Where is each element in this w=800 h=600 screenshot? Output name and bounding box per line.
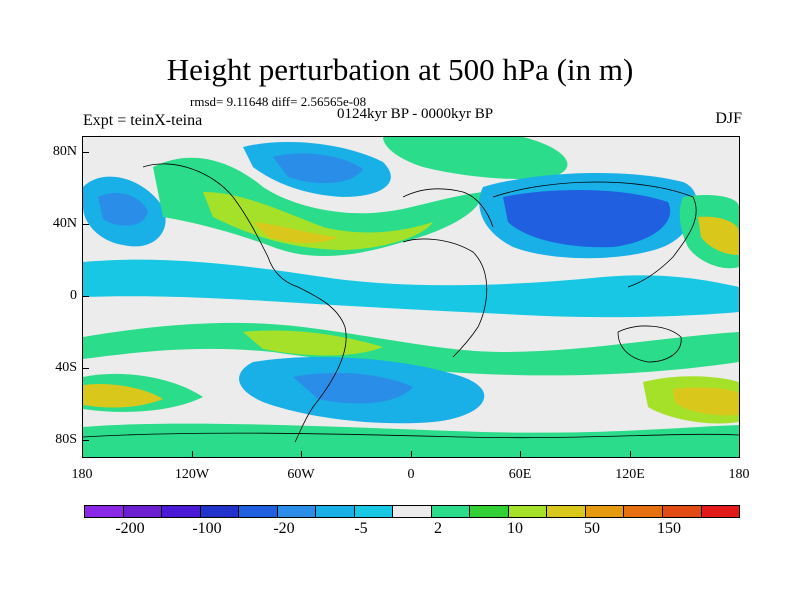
lat-tick: [82, 152, 89, 153]
field-patch: [253, 222, 338, 243]
stats-text: rmsd= 9.11648 diff= 2.56565e-08: [190, 94, 367, 109]
height-field-map: [83, 137, 739, 457]
colorbar-swatch-1: [123, 506, 163, 517]
lat-tick: [82, 224, 89, 225]
colorbar-swatch-5: [277, 506, 317, 517]
lon-label: 120E: [615, 467, 645, 482]
lat-label: 0: [70, 288, 77, 303]
colorbar-swatch-15: [662, 506, 702, 517]
colorbar-swatch-11: [508, 506, 548, 517]
colorbar-swatch-16: [701, 506, 740, 517]
colorbar-swatch-12: [547, 506, 586, 517]
colorbar-label: 150: [657, 520, 681, 537]
lat-label: 80S: [55, 432, 77, 447]
colorbar-label: -20: [273, 520, 295, 537]
field-patch: [203, 192, 433, 250]
coastline-australia: [617, 325, 682, 363]
coastlines: [83, 163, 739, 443]
experiment-label: Expt = teinX-teina: [83, 112, 203, 129]
coastline-north-america: [142, 163, 299, 288]
coastline-antarctica: [83, 432, 739, 439]
lon-label: 180: [728, 467, 750, 482]
field-patch: [383, 137, 568, 179]
coastline-africa: [402, 238, 488, 358]
field-patch: [98, 192, 148, 226]
period-text: 0124kyr BP - 0000kyr BP: [336, 106, 494, 122]
coastline-asia: [492, 181, 697, 288]
lat-tick: [82, 440, 89, 441]
colorbar-label: -200: [115, 520, 145, 537]
field-patch: [83, 383, 163, 408]
lon-tick: [411, 451, 412, 458]
colorbar-swatch-0: [85, 506, 124, 517]
lat-label: 40S: [55, 360, 77, 375]
colorbar-label: -100: [192, 520, 222, 537]
coastline-south-america: [294, 286, 347, 443]
colorbar-label: 50: [584, 520, 600, 537]
colorbar-swatch-10: [470, 506, 509, 517]
field-patch: [243, 330, 383, 356]
colorbar-swatch-2: [162, 506, 201, 517]
lon-label: 60W: [287, 467, 315, 482]
lon-tick: [630, 451, 631, 458]
colorbar-swatch-3: [200, 506, 240, 517]
field-patch: [83, 423, 739, 457]
lon-tick: [192, 451, 193, 458]
lon-label: 0: [407, 467, 415, 482]
colorbar-swatch-7: [354, 506, 394, 517]
colorbar-swatch-13: [585, 506, 625, 517]
colorbar-swatch-14: [624, 506, 663, 517]
lat-tick: [82, 368, 89, 369]
colorbar: [84, 505, 740, 518]
lat-label: 40N: [52, 216, 77, 231]
plot-title: Height perturbation at 500 hPa (in m): [166, 52, 634, 87]
colorbar-swatch-8: [393, 506, 432, 517]
lon-tick: [301, 451, 302, 458]
field-patch: [83, 322, 739, 376]
field-patch: [273, 153, 363, 184]
lon-label: 120W: [174, 467, 210, 482]
colorbar-swatch-4: [239, 506, 278, 517]
map-panel: [82, 136, 740, 458]
field-patch: [673, 387, 739, 416]
field-patch: [698, 216, 739, 255]
colorbar-label: -5: [354, 520, 368, 537]
lat-label: 80N: [52, 144, 77, 159]
colorbar-label: 2: [434, 520, 442, 537]
field-patch: [503, 190, 671, 248]
colorbar-swatch-6: [316, 506, 355, 517]
field-patch: [83, 259, 739, 318]
lat-tick: [82, 296, 89, 297]
lon-tick: [520, 451, 521, 458]
colorbar-label: 10: [507, 520, 523, 537]
field-patch: [293, 372, 413, 404]
lon-label: 180: [71, 467, 93, 482]
colorbar-swatch-9: [431, 506, 471, 517]
coastline-europe: [402, 188, 494, 228]
season-label: DJF: [715, 110, 742, 127]
lon-label: 60E: [508, 467, 532, 482]
